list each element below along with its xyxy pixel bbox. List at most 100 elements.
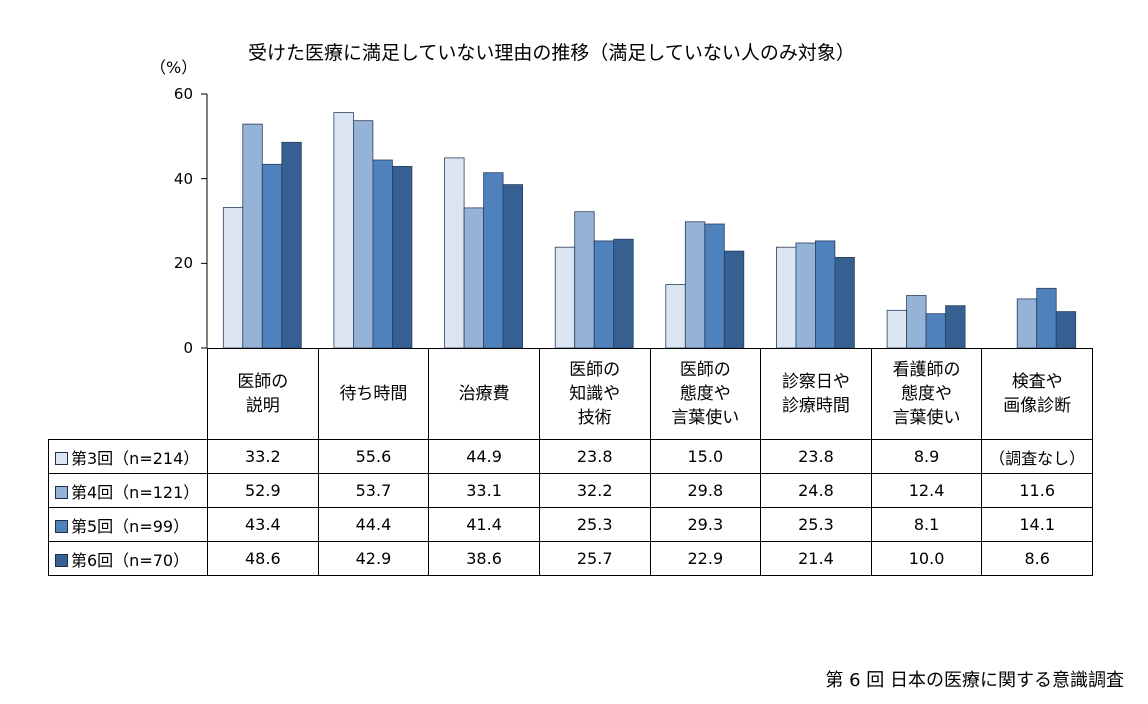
bar bbox=[815, 240, 836, 349]
bar bbox=[593, 240, 615, 349]
bar bbox=[1016, 298, 1038, 349]
bar bbox=[1055, 311, 1077, 349]
data-label: 44.9 bbox=[428, 439, 540, 474]
data-label: 10.0 bbox=[870, 541, 983, 576]
category-label: 診察日や 診療時間 bbox=[760, 348, 872, 440]
category-label-line: 医師の bbox=[569, 360, 621, 380]
category-label-line: 待ち時間 bbox=[339, 384, 408, 404]
bar bbox=[665, 284, 686, 349]
y-tick-label: 60 bbox=[173, 85, 193, 103]
bar bbox=[776, 246, 797, 349]
y-tick-label: 40 bbox=[173, 169, 193, 188]
y-axis-unit-label: （%） bbox=[150, 58, 198, 77]
data-label: 29.3 bbox=[649, 507, 762, 542]
data-label: 53.7 bbox=[317, 473, 430, 508]
series-row: 第5回（n=99） 43.4 44.4 41.4 25.3 29.3 25.3 8.1 14.1 bbox=[48, 507, 1093, 542]
data-label: 33.2 bbox=[207, 439, 319, 474]
bar bbox=[795, 242, 816, 349]
data-label: 8.1 bbox=[870, 507, 983, 542]
category-label-line: 言葉使い bbox=[892, 408, 961, 428]
category-label-line: 言葉使い bbox=[671, 408, 740, 428]
series-row: 第4回（n=121） 52.9 53.7 33.1 32.2 29.8 24.8 12.4 11… bbox=[48, 473, 1093, 508]
data-label: 14.1 bbox=[981, 507, 1093, 542]
data-table: 医師の 説明 待ち時間 治療費 医師の 知識や 技術 医師の 態度や 言葉使い 診察日や 診療時間 看護… bbox=[48, 348, 1093, 576]
legend-label: 第6回（n=70） bbox=[71, 550, 190, 570]
bar bbox=[281, 141, 302, 349]
legend-label: 第4回（n=121） bbox=[71, 482, 200, 502]
bar bbox=[906, 295, 927, 349]
data-label: 8.6 bbox=[981, 541, 1093, 576]
bar bbox=[463, 207, 485, 349]
data-label: 25.3 bbox=[760, 507, 872, 542]
category-label-line: 看護師の bbox=[892, 360, 961, 380]
category-label: 医師の 説明 bbox=[207, 348, 319, 440]
bar bbox=[372, 159, 393, 349]
legend-label: 第5回（n=99） bbox=[71, 516, 190, 536]
bar bbox=[444, 157, 465, 349]
bar bbox=[554, 246, 576, 349]
category-label: 医師の 知識や 技術 bbox=[538, 348, 651, 440]
bar bbox=[684, 221, 706, 349]
data-label: 38.6 bbox=[428, 541, 540, 576]
category-label: 看護師の 態度や 言葉使い bbox=[870, 348, 983, 440]
data-label: 12.4 bbox=[870, 473, 983, 508]
bar bbox=[333, 112, 354, 349]
data-label: 25.7 bbox=[538, 541, 651, 576]
bar bbox=[925, 313, 946, 349]
data-label: 52.9 bbox=[207, 473, 319, 508]
category-label: 治療費 bbox=[428, 348, 540, 440]
data-label: 8.9 bbox=[870, 439, 983, 474]
legend-swatch bbox=[55, 553, 68, 567]
chart-title: 受けた医療に満足していない理由の推移（満足していない人のみ対象） bbox=[248, 42, 855, 64]
bar bbox=[834, 256, 855, 349]
data-label: 33.1 bbox=[428, 473, 540, 508]
bar bbox=[945, 305, 966, 349]
data-label: 24.8 bbox=[760, 473, 872, 508]
data-label: 21.4 bbox=[760, 541, 872, 576]
category-label: 待ち時間 bbox=[317, 348, 430, 440]
legend-entry: 第6回（n=70） bbox=[48, 541, 208, 576]
bar bbox=[242, 123, 263, 349]
legend-label: 第3回（n=214） bbox=[71, 448, 200, 468]
data-label: 32.2 bbox=[538, 473, 651, 508]
category-label-line: 知識や bbox=[569, 384, 621, 404]
table-corner bbox=[48, 348, 208, 440]
y-tick-label: 20 bbox=[173, 254, 193, 273]
data-label: 25.3 bbox=[538, 507, 651, 542]
y-tick-label: 0 bbox=[183, 339, 193, 357]
bar bbox=[613, 238, 634, 349]
category-label-line: 医師の bbox=[237, 372, 289, 392]
legend-swatch bbox=[55, 485, 68, 499]
source-note: 第 6 回 日本の医療に関する意識調査 bbox=[825, 670, 1124, 691]
data-label: （調査なし） bbox=[981, 439, 1093, 474]
series-row: 第6回（n=70） 48.6 42.9 38.6 25.7 22.9 21.4 10.0 8.6 bbox=[48, 541, 1093, 576]
category-label-line: 説明 bbox=[245, 396, 280, 416]
data-label: 48.6 bbox=[207, 541, 319, 576]
bar bbox=[1036, 287, 1057, 349]
bar bbox=[483, 172, 504, 349]
category-label-line: 態度や bbox=[679, 384, 731, 404]
category-label-line: 検査や bbox=[1011, 372, 1063, 392]
bar bbox=[352, 120, 374, 349]
category-header-row: 医師の 説明 待ち時間 治療費 医師の 知識や 技術 医師の 態度や 言葉使い 診察日や 診療時間 看護… bbox=[48, 348, 1093, 440]
bar bbox=[222, 207, 244, 349]
category-label: 検査や 画像診断 bbox=[981, 348, 1093, 440]
bar bbox=[502, 184, 524, 349]
data-label: 29.8 bbox=[649, 473, 762, 508]
data-label: 42.9 bbox=[317, 541, 430, 576]
bar-plot-area bbox=[201, 93, 1077, 349]
legend-entry: 第5回（n=99） bbox=[48, 507, 208, 542]
data-label: 43.4 bbox=[207, 507, 319, 542]
bar bbox=[574, 211, 595, 349]
series-row: 第3回（n=214） 33.2 55.6 44.9 23.8 15.0 23.8 8.9 （調査… bbox=[48, 439, 1093, 474]
data-label: 23.8 bbox=[538, 439, 651, 474]
data-label: 11.6 bbox=[981, 473, 1093, 508]
legend-entry: 第3回（n=214） bbox=[48, 439, 208, 474]
category-label-line: 治療費 bbox=[458, 384, 510, 404]
category-label-line: 画像診断 bbox=[1003, 396, 1072, 416]
category-label-line: 診療時間 bbox=[781, 396, 850, 416]
legend-swatch bbox=[55, 519, 68, 533]
data-label: 23.8 bbox=[760, 439, 872, 474]
legend-entry: 第4回（n=121） bbox=[48, 473, 208, 508]
bar bbox=[723, 250, 745, 349]
